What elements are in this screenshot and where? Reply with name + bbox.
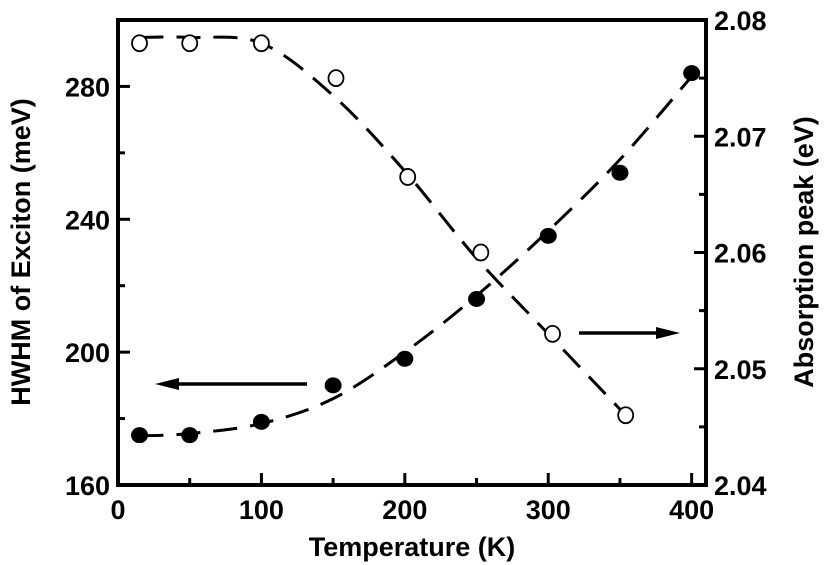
right-arrow-head bbox=[656, 327, 680, 339]
absorption-peak-point bbox=[181, 34, 199, 53]
labels: Temperature (K) HWHM of Exciton (meV) Ab… bbox=[6, 98, 819, 562]
y-tick-label: 160 bbox=[65, 471, 110, 501]
y2-axis-title: Absorption peak (eV) bbox=[789, 116, 819, 388]
fit-curve-absorption-peak bbox=[139, 35, 627, 417]
x-tick-label: 100 bbox=[239, 495, 284, 525]
x-tick-label: 300 bbox=[526, 495, 571, 525]
y-tick-label: 200 bbox=[65, 338, 110, 368]
hwhm-point bbox=[324, 377, 342, 394]
ticks: 0 100 200 300 400 160 200 240 280 2.04 2.05 2.06 2.0… bbox=[65, 6, 767, 525]
hwhm-point bbox=[396, 350, 414, 367]
annotation-arrows bbox=[155, 327, 680, 390]
data-points bbox=[131, 34, 701, 444]
left-arrow-head bbox=[155, 378, 179, 390]
hwhm-point bbox=[611, 164, 629, 181]
fit-curve-hwhm bbox=[139, 75, 693, 438]
absorption-peak-point bbox=[544, 324, 561, 343]
hwhm-point bbox=[181, 427, 199, 444]
hwhm-point bbox=[468, 291, 486, 307]
absorption-peak-point bbox=[617, 406, 635, 425]
x-axis-title: Temperature (K) bbox=[309, 532, 516, 562]
y-axis-title: HWHM of Exciton (meV) bbox=[6, 98, 36, 406]
absorption-peak-point bbox=[472, 243, 490, 262]
y2-tick-label: 2.05 bbox=[714, 355, 767, 385]
y2-tick-label: 2.06 bbox=[714, 239, 767, 269]
hwhm-point bbox=[252, 413, 270, 430]
x-tick-label: 0 bbox=[110, 495, 125, 525]
y2-tick-label: 2.07 bbox=[714, 122, 767, 152]
x-tick-label: 400 bbox=[669, 495, 714, 525]
absorption-peak-point bbox=[131, 34, 148, 53]
hwhm-point bbox=[539, 227, 557, 244]
fit-curves bbox=[139, 35, 693, 438]
y-tick-label: 280 bbox=[65, 72, 110, 102]
y-tick-label: 240 bbox=[65, 205, 110, 235]
hwhm-point bbox=[131, 427, 149, 444]
hwhm-point bbox=[683, 65, 701, 82]
absorption-peak-point bbox=[399, 168, 417, 186]
y2-tick-label: 2.08 bbox=[714, 6, 767, 36]
x-tick-label: 200 bbox=[382, 495, 427, 525]
absorption-peak-point bbox=[253, 34, 270, 53]
y2-tick-label: 2.04 bbox=[714, 471, 767, 501]
absorption-peak-point bbox=[327, 69, 345, 88]
